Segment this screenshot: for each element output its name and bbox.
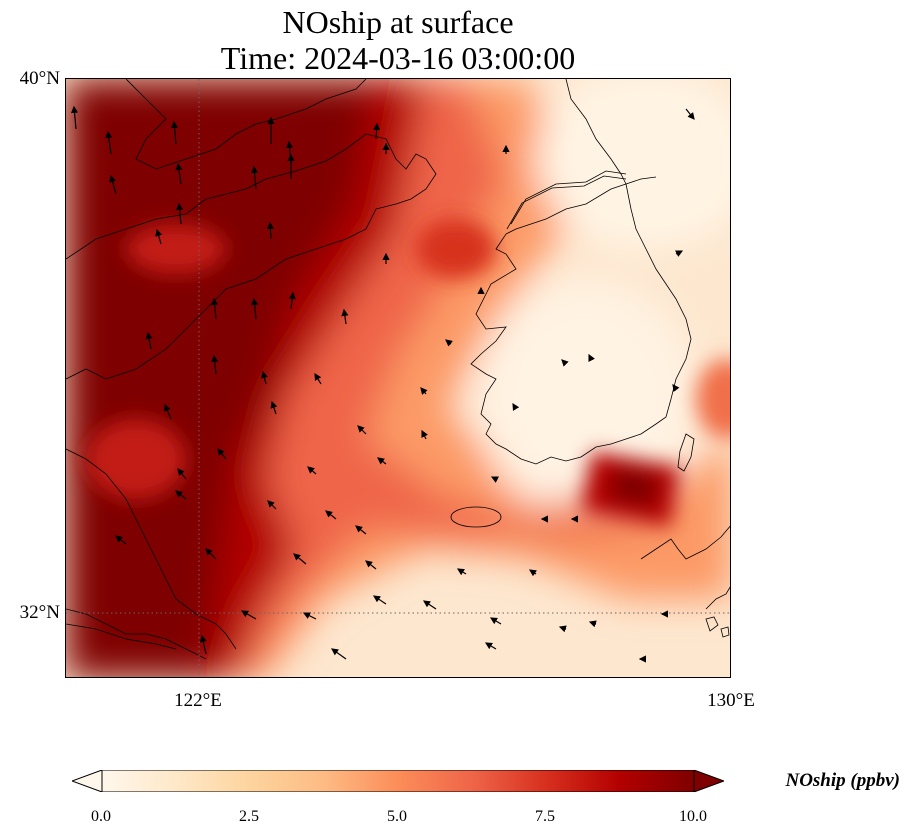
wind-arrow — [270, 400, 278, 415]
wind-arrow — [250, 165, 259, 190]
colorbar-tick-2: 5.0 — [387, 808, 407, 825]
wind-arrow — [490, 476, 499, 483]
wind-arrow — [484, 642, 497, 650]
wind-arrow — [558, 625, 567, 633]
wind-arrow — [420, 387, 428, 395]
lon-label-east: 130°E — [707, 690, 755, 711]
wind-arrow — [70, 105, 79, 130]
wind-arrow — [175, 490, 187, 500]
wind-arrow — [314, 372, 322, 385]
wind-arrow — [260, 370, 268, 385]
wind-arrow — [267, 500, 277, 510]
wind-arrow — [293, 553, 307, 565]
wind-arrow — [217, 448, 227, 460]
wind-arrow — [251, 297, 259, 320]
wind-arrow — [155, 228, 163, 245]
concentration-map — [66, 79, 730, 677]
wind-arrow — [115, 535, 127, 545]
wind-arrow — [456, 568, 467, 576]
wind-arrow — [373, 595, 387, 605]
wind-arrow — [445, 339, 453, 347]
map-title-line2: Time: 2024-03-16 03:00:00 — [220, 40, 576, 76]
wind-arrow — [205, 548, 217, 560]
wind-arrow — [341, 308, 349, 325]
colorbar-tick-0: 0.0 — [91, 808, 111, 825]
wind-arrow — [175, 162, 183, 185]
wind-arrow — [170, 120, 179, 145]
wind-arrow — [357, 425, 367, 435]
colorbar-extend-low — [72, 770, 103, 792]
wind-arrow — [145, 331, 153, 350]
lon-label-west: 122°E — [174, 690, 222, 711]
wind-arrow — [373, 122, 381, 140]
colorbar-tick-1: 2.5 — [239, 808, 259, 825]
wind-arrow — [672, 384, 680, 392]
wind-arrow — [240, 610, 257, 620]
wind-arrow — [307, 466, 317, 475]
wind-vectors — [70, 105, 695, 663]
wind-arrow — [421, 429, 428, 440]
wind-arrow — [288, 291, 296, 310]
wind-arrow — [325, 510, 337, 520]
wind-arrow — [211, 354, 219, 375]
colorbar-gradient — [101, 770, 695, 792]
coastlines — [66, 79, 730, 660]
wind-arrow — [302, 612, 317, 620]
wind-arrow — [199, 634, 207, 655]
concentration-field — [66, 79, 730, 677]
wind-arrow — [588, 620, 597, 628]
wind-arrow — [331, 648, 347, 660]
wind-arrow — [211, 297, 219, 320]
wind-arrow — [164, 403, 172, 420]
lat-label-south: 32°N — [19, 602, 60, 623]
wind-arrow — [512, 402, 520, 411]
wind-arrow — [489, 617, 502, 625]
wind-arrow — [355, 525, 367, 535]
colorbar-extend-high — [693, 770, 724, 792]
lat-label-north: 40°N — [19, 68, 60, 89]
gridlines — [66, 79, 730, 677]
wind-arrow — [675, 250, 684, 257]
wind-arrow — [176, 202, 184, 225]
wind-arrow — [109, 174, 117, 195]
colorbar-tick-3: 7.5 — [535, 808, 555, 825]
wind-arrow — [177, 468, 187, 480]
wind-arrow — [377, 457, 387, 465]
wind-arrow — [365, 560, 377, 570]
wind-arrow — [423, 600, 437, 610]
colorbar — [72, 770, 724, 792]
wind-arrow — [685, 108, 695, 120]
colorbar-tick-4: 10.0 — [679, 808, 707, 825]
map-title-line1: NOship at surface — [282, 4, 514, 40]
map-panel[interactable] — [65, 78, 731, 678]
wind-arrow — [561, 359, 569, 367]
wind-arrow — [105, 130, 113, 155]
wind-arrow — [529, 569, 537, 577]
wind-arrow — [266, 221, 274, 240]
wind-arrow — [588, 353, 595, 362]
colorbar-label: NOship (ppbv) — [785, 770, 900, 791]
